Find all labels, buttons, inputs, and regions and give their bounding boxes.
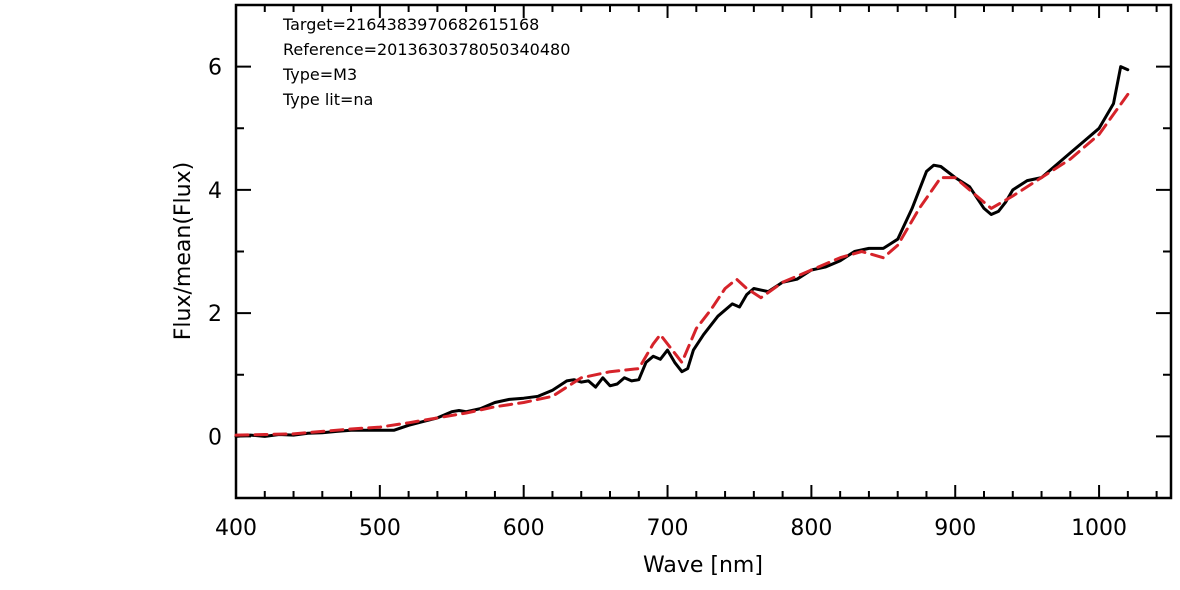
y-axis-title: Flux/mean(Flux) <box>171 162 196 340</box>
y-tick-label: 0 <box>208 425 222 450</box>
x-tick-label: 900 <box>934 516 976 541</box>
x-tick-label: 400 <box>215 516 257 541</box>
x-tick-label: 1000 <box>1071 516 1127 541</box>
y-tick-label: 6 <box>208 56 222 81</box>
series-line-target <box>234 65 1130 438</box>
x-tick-label: 500 <box>359 516 401 541</box>
tick-labels: 400 500 600 700 800 900 1000 0 2 4 6 <box>208 56 1127 541</box>
annotation-line: Reference=2013630378050340480 <box>283 40 570 59</box>
annotation-line: Target=2164383970682615168 <box>282 15 539 34</box>
y-tick-label: 2 <box>208 302 222 327</box>
x-tick-label: 600 <box>503 516 545 541</box>
series-group <box>234 65 1130 438</box>
x-tick-label: 800 <box>790 516 832 541</box>
x-axis-title: Wave [nm] <box>643 553 763 578</box>
series-line-reference <box>234 92 1130 437</box>
plot-frame <box>234 3 1173 500</box>
x-tick-label: 700 <box>647 516 689 541</box>
annotations: Target=2164383970682615168 Reference=2013… <box>282 15 570 109</box>
y-tick-label: 4 <box>208 179 222 204</box>
annotation-line: Type=M3 <box>282 65 357 84</box>
axis-ticks <box>235 5 1171 498</box>
annotation-line: Type lit=na <box>282 90 373 109</box>
